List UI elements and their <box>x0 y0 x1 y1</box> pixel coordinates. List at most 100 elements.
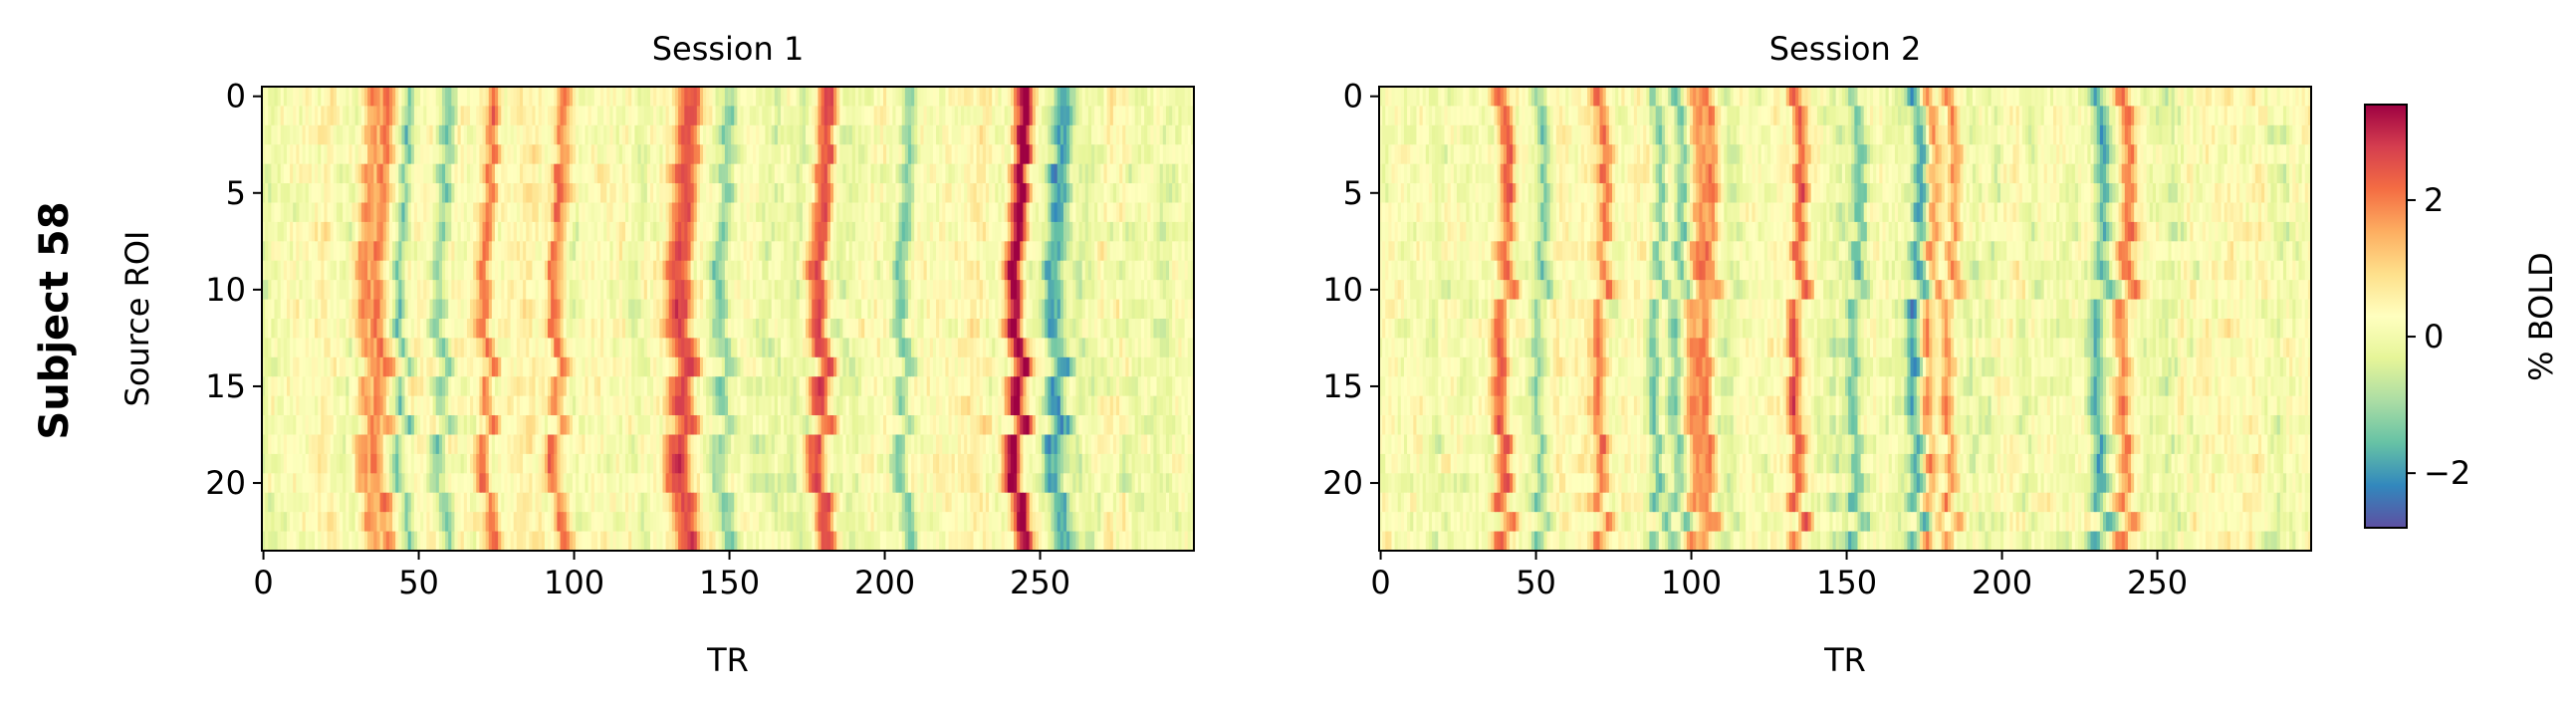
heatmap-cell <box>693 183 698 204</box>
heatmap-cell <box>454 299 459 320</box>
heatmap-cell <box>1147 356 1151 377</box>
heatmap-cell <box>1087 221 1092 242</box>
heatmap-cell <box>1103 356 1108 377</box>
heatmap-cell <box>1175 163 1179 184</box>
heatmap-cell <box>333 221 338 242</box>
heatmap-cell <box>1172 106 1176 126</box>
heatmap-cell <box>1162 124 1167 145</box>
heatmap-cell <box>529 221 534 242</box>
heatmap-cell <box>1042 144 1046 165</box>
heatmap-cell <box>587 280 592 301</box>
heatmap-cell <box>892 124 897 145</box>
heatmap-cell <box>671 260 676 281</box>
heatmap-cell <box>576 144 580 165</box>
heatmap-cell <box>1072 124 1077 145</box>
heatmap-cell <box>1087 241 1092 262</box>
heatmap-cell <box>948 260 953 281</box>
heatmap-cell <box>1032 183 1037 204</box>
heatmap-cell <box>870 106 875 126</box>
heatmap-cell <box>603 144 607 165</box>
heatmap-cell <box>274 280 279 301</box>
heatmap-cell <box>1084 299 1089 320</box>
heatmap-cell <box>1007 319 1012 340</box>
heatmap-cell <box>911 163 915 184</box>
heatmap-cell <box>982 319 987 340</box>
heatmap-cell <box>823 144 828 165</box>
heatmap-cell <box>423 183 427 204</box>
heatmap-cell <box>979 202 984 223</box>
heatmap-cell <box>1051 338 1055 358</box>
heatmap-cell <box>759 202 763 223</box>
heatmap-cell <box>420 106 424 126</box>
heatmap-cell <box>961 163 965 184</box>
heatmap-cell <box>438 183 443 204</box>
heatmap-cell <box>687 202 692 223</box>
heatmap-cell <box>746 106 751 126</box>
heatmap-cell <box>954 87 959 108</box>
heatmap-cell <box>388 144 393 165</box>
heatmap-cell <box>1001 106 1006 126</box>
heatmap-cell <box>519 260 524 281</box>
heatmap-cell <box>1091 221 1095 242</box>
heatmap-cell <box>1059 202 1064 223</box>
heatmap-cell <box>606 202 611 223</box>
heatmap-cell <box>734 106 738 126</box>
heatmap-cell <box>802 221 807 242</box>
heatmap-cell <box>463 319 468 340</box>
heatmap-cell <box>311 260 316 281</box>
heatmap-cell <box>957 260 962 281</box>
heatmap-cell <box>768 221 773 242</box>
heatmap-cell <box>1091 163 1095 184</box>
heatmap-cell <box>1035 280 1040 301</box>
heatmap-cell <box>724 338 729 358</box>
heatmap-cell <box>674 260 679 281</box>
heatmap-cell <box>781 106 785 126</box>
heatmap-cell <box>349 338 353 358</box>
heatmap-cell <box>659 87 664 108</box>
heatmap-cell <box>299 87 304 108</box>
heatmap-cell <box>768 183 773 204</box>
heatmap-cell <box>746 338 751 358</box>
heatmap-cell <box>1106 124 1111 145</box>
heatmap-cell <box>612 241 617 262</box>
heatmap-cell <box>395 183 399 204</box>
heatmap-cell <box>929 299 934 320</box>
heatmap-cell <box>401 241 406 262</box>
heatmap-cell <box>395 356 399 377</box>
heatmap-cell <box>1029 299 1034 320</box>
heatmap-cell <box>385 319 390 340</box>
heatmap-cell <box>606 299 611 320</box>
heatmap-cell <box>1184 163 1189 184</box>
heatmap-cell <box>321 87 325 108</box>
heatmap-cell <box>554 163 558 184</box>
heatmap-cell <box>631 260 635 281</box>
heatmap-cell <box>349 106 353 126</box>
heatmap-cell <box>1169 319 1173 340</box>
heatmap-cell <box>854 338 859 358</box>
heatmap-cell <box>1048 260 1053 281</box>
heatmap-cell <box>1020 241 1024 262</box>
heatmap-cell <box>1116 280 1120 301</box>
heatmap-cell <box>699 106 704 126</box>
heatmap-cell <box>1051 241 1055 262</box>
heatmap-cell <box>498 124 502 145</box>
heatmap-cell <box>1042 202 1046 223</box>
heatmap-cell <box>1156 319 1161 340</box>
heatmap-cell <box>457 260 462 281</box>
heatmap-cell <box>749 183 754 204</box>
heatmap-cell <box>939 319 943 340</box>
heatmap-cell <box>1081 260 1086 281</box>
heatmap-cell <box>650 124 654 145</box>
heatmap-cell <box>385 87 390 108</box>
heatmap-cell <box>470 183 474 204</box>
heatmap-cell <box>271 260 276 281</box>
heatmap-cell <box>992 241 996 262</box>
heatmap-cell <box>889 356 893 377</box>
heatmap-cell <box>631 299 635 320</box>
heatmap-cell <box>1051 221 1055 242</box>
heatmap-cell <box>936 144 940 165</box>
heatmap-cell <box>448 260 452 281</box>
heatmap-cell <box>573 163 577 184</box>
heatmap-cell <box>454 221 459 242</box>
heatmap-cell <box>548 87 552 108</box>
